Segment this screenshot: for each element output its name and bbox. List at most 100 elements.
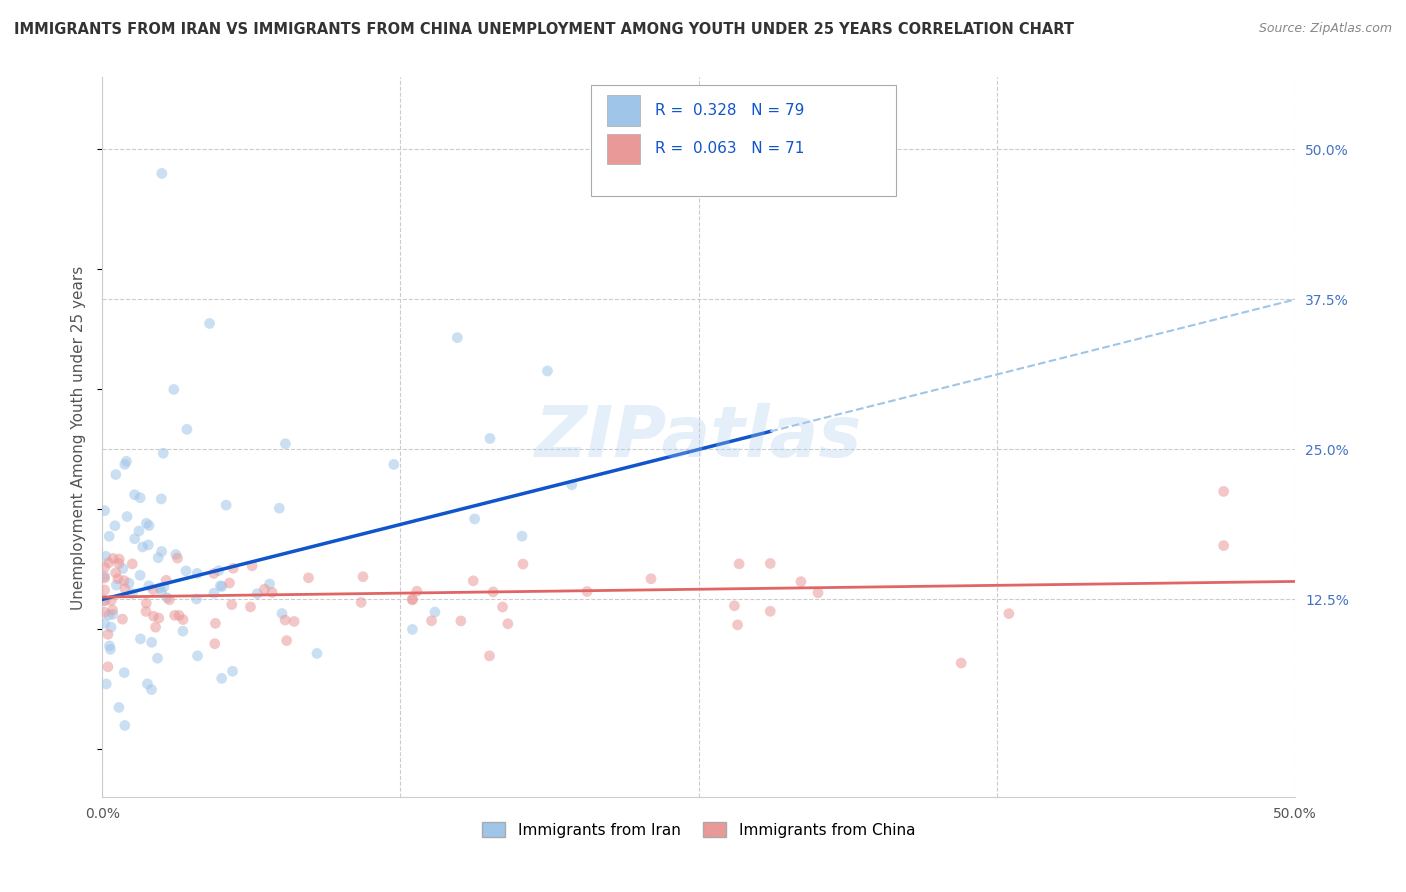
Point	[423, 605, 446, 619]
Point	[1212, 484, 1234, 499]
Point	[112, 574, 135, 588]
Point	[149, 581, 172, 595]
Point	[807, 586, 830, 600]
Point	[157, 592, 180, 607]
Point	[148, 550, 170, 565]
Point	[115, 454, 138, 468]
Point	[536, 364, 558, 378]
Point	[166, 551, 188, 566]
Point	[202, 586, 225, 600]
FancyBboxPatch shape	[592, 85, 896, 196]
Point	[98, 639, 121, 653]
Point	[246, 587, 269, 601]
Point	[150, 585, 173, 599]
Point	[129, 568, 152, 582]
Point	[112, 665, 135, 680]
Point	[167, 608, 190, 623]
Point	[131, 540, 153, 554]
Point	[239, 599, 262, 614]
Point	[94, 560, 117, 574]
Point	[100, 593, 122, 607]
Point	[93, 605, 115, 619]
Point	[276, 633, 298, 648]
Point	[790, 574, 813, 589]
Point	[463, 574, 485, 588]
Text: R =  0.063   N = 71: R = 0.063 N = 71	[655, 141, 804, 156]
Point	[446, 331, 468, 345]
Point	[202, 566, 225, 581]
Point	[496, 616, 519, 631]
Point	[305, 647, 328, 661]
Point	[93, 504, 115, 518]
Text: ZIPatlas: ZIPatlas	[536, 403, 862, 472]
Point	[98, 529, 121, 543]
Point	[145, 620, 167, 634]
Point	[271, 607, 294, 621]
Point	[155, 574, 177, 588]
Point	[491, 600, 513, 615]
Point	[97, 660, 120, 674]
Point	[136, 538, 159, 552]
Point	[94, 549, 117, 564]
Point	[352, 570, 374, 584]
Point	[111, 612, 134, 626]
Point	[97, 556, 120, 570]
Point	[401, 592, 423, 607]
Text: R =  0.328   N = 79: R = 0.328 N = 79	[655, 103, 804, 118]
Point	[135, 605, 157, 619]
Point	[759, 557, 782, 571]
Point	[107, 572, 129, 586]
Point	[512, 557, 534, 571]
Point	[174, 564, 197, 578]
Point	[93, 582, 115, 597]
Point	[998, 607, 1021, 621]
Point	[93, 616, 115, 631]
Point	[150, 544, 173, 558]
Point	[464, 512, 486, 526]
Point	[728, 557, 751, 571]
Point	[561, 478, 583, 492]
Point	[163, 383, 186, 397]
Point	[100, 620, 122, 634]
Point	[176, 422, 198, 436]
Point	[108, 552, 131, 566]
Point	[1212, 539, 1234, 553]
Point	[104, 518, 127, 533]
Point	[97, 607, 120, 622]
Point	[283, 615, 305, 629]
Point	[723, 599, 745, 613]
Text: IMMIGRANTS FROM IRAN VS IMMIGRANTS FROM CHINA UNEMPLOYMENT AMONG YOUTH UNDER 25 : IMMIGRANTS FROM IRAN VS IMMIGRANTS FROM …	[14, 22, 1074, 37]
Point	[114, 458, 136, 472]
Point	[186, 648, 208, 663]
Point	[136, 677, 159, 691]
Point	[124, 488, 146, 502]
Point	[186, 566, 208, 581]
Point	[510, 529, 533, 543]
Point	[101, 603, 124, 617]
Point	[104, 467, 127, 482]
Point	[124, 532, 146, 546]
Point	[108, 557, 131, 571]
Point	[93, 569, 115, 583]
Point	[297, 571, 319, 585]
Point	[142, 609, 165, 624]
Point	[186, 592, 208, 607]
Point	[221, 665, 243, 679]
Point	[482, 585, 505, 599]
Point	[141, 682, 163, 697]
Point	[142, 582, 165, 597]
Point	[129, 491, 152, 505]
Point	[93, 593, 115, 607]
Point	[152, 446, 174, 460]
Point	[204, 616, 226, 631]
Point	[640, 572, 662, 586]
Point	[100, 642, 122, 657]
Point	[128, 524, 150, 538]
Point	[406, 584, 429, 599]
Y-axis label: Unemployment Among Youth under 25 years: Unemployment Among Youth under 25 years	[72, 265, 86, 609]
Point	[114, 582, 136, 596]
Point	[209, 579, 232, 593]
Point	[420, 614, 443, 628]
Point	[148, 611, 170, 625]
Point	[172, 613, 194, 627]
